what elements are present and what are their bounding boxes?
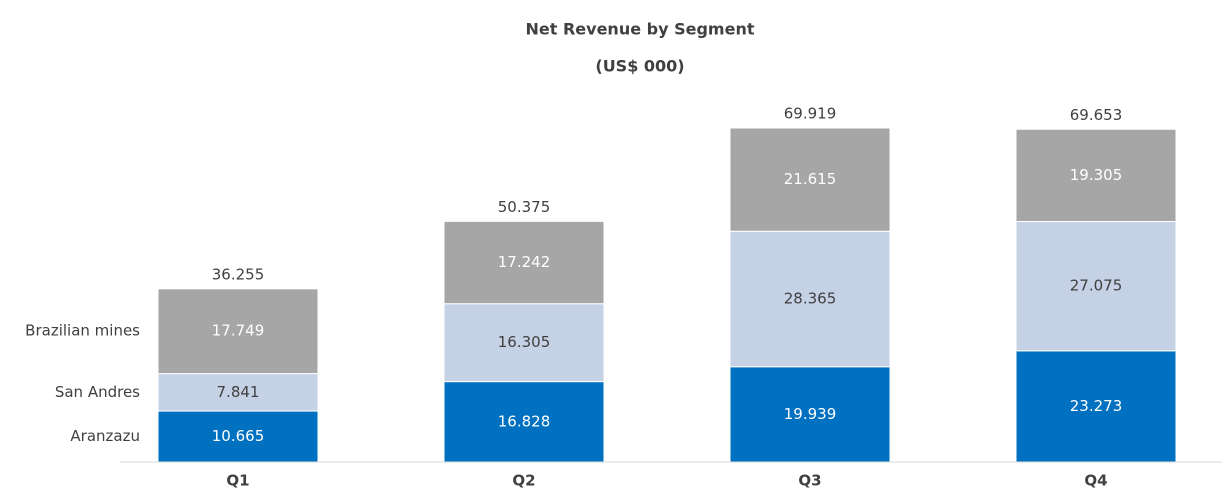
chart-title: Net Revenue by Segment bbox=[526, 20, 755, 39]
bar-segment bbox=[1015, 128, 1177, 222]
bar-segment bbox=[443, 220, 605, 305]
bar-segment bbox=[729, 127, 891, 232]
data-label: 7.841 bbox=[217, 383, 260, 401]
data-label: 28.365 bbox=[784, 290, 837, 308]
data-label: 17.242 bbox=[498, 253, 551, 271]
total-label: 50.375 bbox=[498, 198, 551, 216]
data-label: 19.939 bbox=[784, 405, 837, 423]
bar-segment bbox=[157, 288, 319, 375]
total-label: 36.255 bbox=[212, 265, 265, 283]
total-label: 69.653 bbox=[1070, 106, 1123, 124]
bar-segment bbox=[1015, 350, 1177, 463]
x-tick-label: Q4 bbox=[1084, 472, 1107, 490]
legend-label: Brazilian mines bbox=[25, 322, 140, 340]
data-label: 16.305 bbox=[498, 333, 551, 351]
x-tick-label: Q1 bbox=[226, 472, 249, 490]
bar-segment bbox=[1015, 220, 1177, 352]
data-label: 27.075 bbox=[1070, 277, 1123, 295]
data-label: 23.273 bbox=[1070, 397, 1123, 415]
x-tick-label: Q2 bbox=[512, 472, 535, 490]
legend-label: Aranzazu bbox=[70, 427, 140, 445]
data-label: 16.828 bbox=[498, 412, 551, 430]
bar-segment bbox=[443, 381, 605, 463]
data-label: 10.665 bbox=[212, 427, 265, 445]
bar-segment bbox=[443, 303, 605, 383]
data-label: 17.749 bbox=[212, 322, 265, 340]
bar-segment bbox=[157, 373, 319, 412]
bar-segment bbox=[157, 410, 319, 463]
chart-subtitle: (US$ 000) bbox=[595, 57, 684, 76]
x-tick-label: Q3 bbox=[798, 472, 821, 490]
data-label: 19.305 bbox=[1070, 166, 1123, 184]
legend-label: San Andres bbox=[55, 383, 140, 401]
bar-segment bbox=[729, 230, 891, 368]
total-label: 69.919 bbox=[784, 105, 837, 123]
data-label: 21.615 bbox=[784, 170, 837, 188]
